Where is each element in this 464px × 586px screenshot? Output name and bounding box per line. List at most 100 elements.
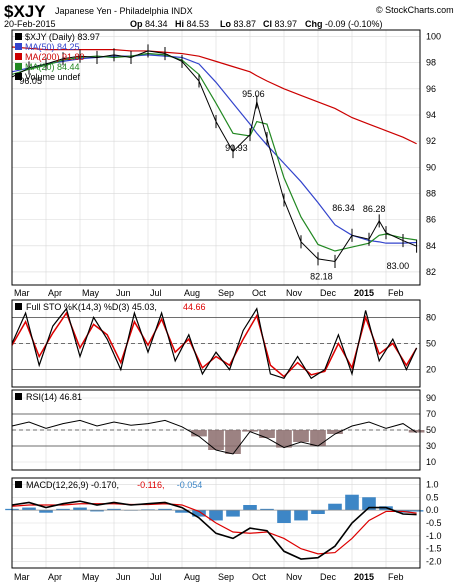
series-line-k [11, 307, 418, 380]
legend-swatch [15, 53, 22, 60]
price-annotation: 82.18 [310, 272, 333, 282]
series-line-d [11, 311, 418, 378]
rsi-fill [327, 430, 343, 434]
histogram-bar [56, 508, 70, 511]
x-tick-label: 2015 [354, 572, 374, 582]
x-tick-label: Aug [184, 288, 200, 298]
x-tick-label: Sep [218, 288, 234, 298]
legend-swatch [15, 33, 22, 40]
x-tick-label: Aug [184, 572, 200, 582]
y-tick-label: 84 [426, 241, 436, 251]
x-tick-label: Jul [150, 288, 162, 298]
rsi-fill [208, 430, 224, 450]
y-tick-label: 90 [426, 393, 436, 403]
rsi-fill [259, 430, 275, 438]
histogram-bar [90, 510, 104, 512]
legend-entry: MA(200) 91.80 [25, 52, 85, 62]
legend-swatch [15, 73, 22, 80]
rsi-fill [225, 430, 241, 454]
x-tick-label: Jun [116, 288, 131, 298]
x-axis-bottom: Mar Apr May Jun Jul Aug Sep Oct Nov Dec 2015 Feb [14, 572, 404, 582]
y-tick-label: 94 [426, 110, 436, 120]
price-annotation: 86.34 [332, 203, 355, 213]
x-tick-label: Feb [388, 288, 404, 298]
y-tick-label: 96 [426, 84, 436, 94]
stochastic-panel: 20 50 80 Full STO %K(14,3) %D(3) 45.03, 44.6… [11, 299, 436, 388]
rsi-panel: 10 30 50 70 90 RSI(14) 46.81 [11, 389, 436, 471]
y-tick-label: 98 [426, 58, 436, 68]
y-tick-label: 80 [426, 312, 436, 322]
y-tick-label: 92 [426, 136, 436, 146]
x-tick-label: Mar [14, 572, 30, 582]
legend-entry: MA(50) 84.25 [25, 42, 80, 52]
quote-op: Op 84.34 [130, 19, 168, 29]
series-line-signal [11, 503, 417, 555]
legend-swatch [15, 43, 22, 50]
panel-frame [11, 477, 421, 569]
price-annotation: 86.28 [363, 204, 386, 214]
y-tick-label: 50 [426, 425, 436, 435]
y-tick-label: -1.0 [426, 531, 442, 541]
brand-text: © StockCharts.com [376, 5, 454, 15]
panel-frame [11, 29, 421, 286]
x-tick-label: Apr [48, 572, 62, 582]
panel-frame [11, 389, 421, 471]
x-tick-label: Sep [218, 572, 234, 582]
y-tick-label: 20 [426, 365, 436, 375]
histogram-bar [243, 505, 257, 511]
quote-row: Op 84.34 Hi 84.53 Lo 83.87 Cl 83.97 Chg -0.0… [130, 19, 383, 29]
legend-entry: MA(20) 84.44 [25, 62, 80, 72]
histogram-bar [39, 510, 53, 513]
panel-frame [11, 299, 421, 388]
x-tick-label: Dec [320, 288, 337, 298]
series-line-price [11, 50, 417, 263]
legend-swatch [15, 481, 22, 488]
series-line-ma200 [11, 46, 417, 145]
histogram-bar [294, 510, 308, 521]
histogram-bar [345, 494, 359, 511]
legend-entry: Volume undef [25, 72, 81, 82]
histogram-bar [22, 507, 36, 511]
histogram-bar [409, 510, 424, 512]
y-tick-label: 50 [426, 339, 436, 349]
histogram-bar [226, 510, 240, 517]
price-annotation: 83.00 [387, 261, 410, 271]
legend-swatch [15, 63, 22, 70]
x-tick-label: Jul [150, 572, 162, 582]
legend-entry: MACD(12,26,9) -0.170, [26, 480, 119, 490]
y-tick-label: 88 [426, 188, 436, 198]
instrument-name: Japanese Yen - Philadelphia INDX [55, 6, 193, 16]
quote-chg: Chg -0.09 (-0.10%) [305, 19, 383, 29]
x-tick-label: Oct [252, 572, 267, 582]
x-axis-top: Mar Apr May Jun Jul Aug Sep Oct Nov Dec 2015 Feb [14, 288, 404, 298]
x-tick-label: Dec [320, 572, 337, 582]
y-tick-label: 86 [426, 215, 436, 225]
rsi-fill [408, 430, 425, 433]
rsi-fill [242, 430, 258, 432]
x-tick-label: Nov [286, 288, 303, 298]
price-annotation: 90.93 [225, 143, 248, 153]
quote-lo: Lo 83.87 [220, 19, 256, 29]
price-annotation: 95.06 [242, 89, 265, 99]
y-tick-label: 70 [426, 409, 436, 419]
y-tick-label: 100 [426, 32, 441, 42]
x-tick-label: Jun [116, 572, 131, 582]
x-tick-label: Nov [286, 572, 303, 582]
macd-panel: -2.0 -1.5 -1.0 -0.5 0.0 0.5 1.0 MACD(12,26,9) -… [5, 477, 442, 569]
histogram-bar [192, 510, 206, 517]
x-tick-label: Feb [388, 572, 404, 582]
x-tick-label: 2015 [354, 288, 374, 298]
rsi-fill [310, 430, 326, 446]
price-panel: 82 84 86 88 90 92 94 96 98 100 96.05 95.06 90.93 86.3… [11, 29, 441, 286]
y-tick-label: 0.5 [426, 492, 439, 502]
quote-date: 20-Feb-2015 [4, 19, 56, 29]
rsi-fill [276, 430, 292, 448]
quote-cl: Cl 83.97 [263, 19, 297, 29]
histogram-bar [73, 507, 87, 511]
histogram-bar [260, 508, 274, 511]
legend-entry: -0.054 [177, 480, 203, 490]
x-tick-label: Oct [252, 288, 267, 298]
y-tick-label: 10 [426, 457, 436, 467]
y-tick-label: 30 [426, 441, 436, 451]
rsi-fill [293, 430, 309, 442]
